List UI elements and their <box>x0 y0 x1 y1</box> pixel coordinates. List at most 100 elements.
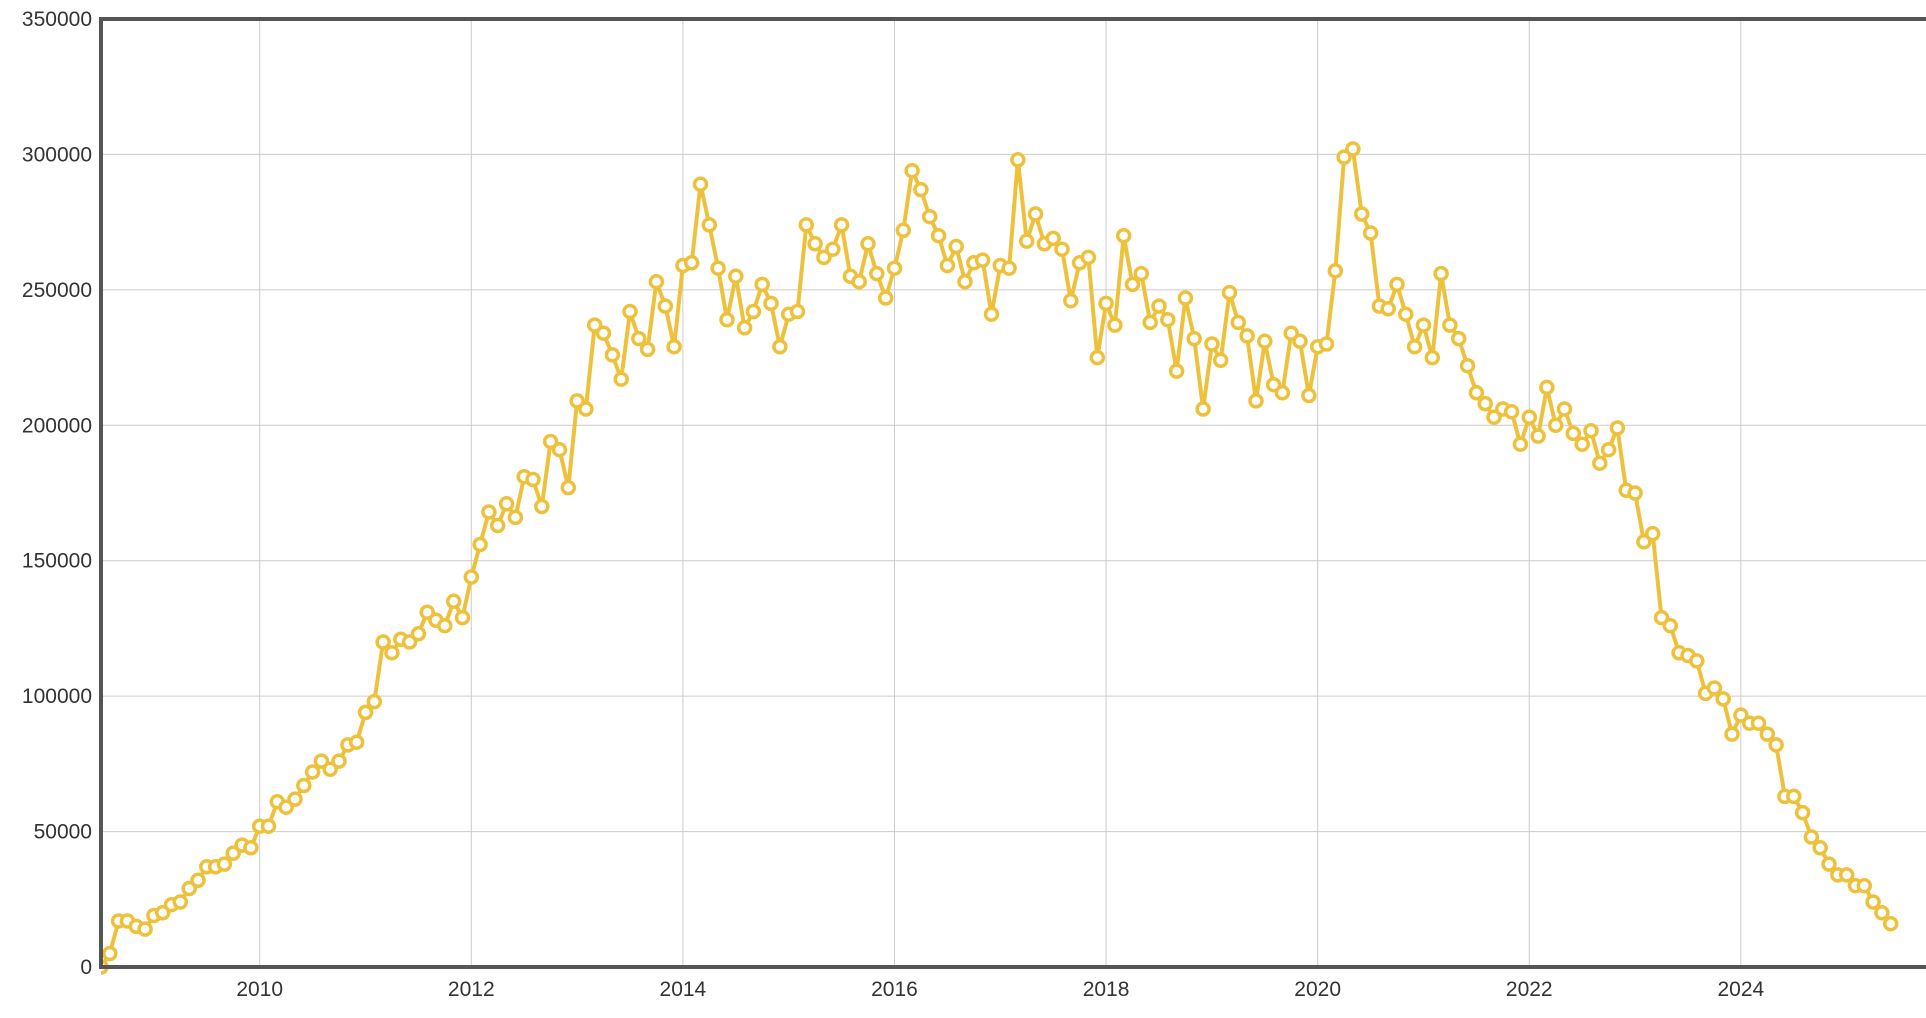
data-point <box>313 753 330 769</box>
data-point <box>1609 420 1626 436</box>
data-point <box>754 276 770 293</box>
data-point <box>560 479 577 496</box>
data-point <box>1521 409 1538 425</box>
data-point <box>225 845 241 861</box>
data-point <box>1547 417 1564 434</box>
data-point <box>137 921 153 937</box>
data-point <box>260 818 277 834</box>
data-point <box>930 227 947 244</box>
data-point <box>348 734 365 750</box>
data-point <box>648 273 665 290</box>
x-tick-label: 2024 <box>1717 978 1764 1001</box>
data-point <box>1838 867 1855 883</box>
data-point <box>454 609 471 626</box>
data-point <box>1248 393 1264 409</box>
data-point <box>851 273 867 290</box>
data-point <box>1874 905 1890 921</box>
y-tick-label: 0 <box>80 956 92 979</box>
data-point <box>243 840 259 856</box>
data-point <box>216 856 233 872</box>
data-point <box>1362 225 1379 241</box>
data-point <box>1115 227 1132 244</box>
data-point <box>463 569 480 585</box>
data-point <box>296 777 312 794</box>
data-point <box>287 791 303 807</box>
data-point <box>1450 330 1467 347</box>
data-point <box>1556 401 1573 417</box>
data-point <box>728 268 744 285</box>
data-point <box>1442 317 1458 333</box>
data-point <box>278 799 294 815</box>
data-point <box>401 634 418 650</box>
data-point <box>190 872 206 889</box>
data-point <box>1151 298 1167 314</box>
data-point <box>1080 249 1097 266</box>
data-point <box>1177 290 1194 306</box>
data-point <box>666 338 682 355</box>
data-point <box>1424 349 1441 366</box>
data-point <box>701 217 718 233</box>
data-point <box>1239 328 1255 344</box>
y-tick-label: 250000 <box>22 279 92 302</box>
data-point <box>921 208 938 225</box>
data-point <box>1054 241 1070 257</box>
y-tick-label: 300000 <box>22 143 92 166</box>
data-point <box>1098 295 1114 312</box>
data-point <box>1221 284 1238 301</box>
data-point <box>1477 395 1493 412</box>
data-point <box>983 306 1000 322</box>
data-point <box>957 273 973 290</box>
data-point <box>719 311 735 328</box>
data-point <box>375 634 391 650</box>
data-point <box>322 761 338 778</box>
x-tick-label: 2020 <box>1294 978 1341 1001</box>
data-point <box>807 236 823 252</box>
data-point <box>1882 915 1899 932</box>
data-point <box>1018 233 1035 249</box>
data-point <box>1001 260 1017 276</box>
data-point <box>1459 357 1476 374</box>
data-point <box>657 298 674 314</box>
data-point <box>1565 425 1582 442</box>
data-point <box>913 181 929 198</box>
data-point <box>1600 441 1617 458</box>
data-point <box>692 176 709 192</box>
data-point <box>1794 804 1811 821</box>
data-point <box>551 441 568 458</box>
data-point <box>331 753 347 769</box>
data-point <box>1592 455 1608 471</box>
data-point <box>1204 336 1220 352</box>
data-point <box>1724 726 1740 742</box>
data-point <box>631 330 647 347</box>
data-point <box>534 498 550 515</box>
data-point <box>816 249 832 266</box>
y-axis-tick-labels: 0 50000 100000 150000 200000 250000 300000 3500… <box>22 8 92 979</box>
data-point <box>102 945 118 962</box>
data-point <box>410 626 427 642</box>
data-point <box>181 880 197 897</box>
data-point <box>1345 141 1361 157</box>
data-point <box>939 257 956 274</box>
data-point <box>1045 230 1061 247</box>
data-point <box>1168 363 1185 379</box>
data-point <box>1468 385 1485 401</box>
data-point <box>1398 306 1414 322</box>
data-point <box>1627 485 1643 501</box>
data-point <box>1706 680 1723 696</box>
data-point <box>833 217 850 233</box>
data-point <box>1768 737 1784 753</box>
data-point <box>542 433 559 450</box>
data-point <box>789 303 806 320</box>
data-point <box>1089 349 1106 366</box>
data-point <box>357 704 374 721</box>
data-point <box>622 303 638 320</box>
data-point <box>895 222 912 239</box>
data-point <box>683 255 700 271</box>
data-point <box>578 401 594 417</box>
data-point <box>1530 428 1546 444</box>
data-point <box>1583 422 1599 439</box>
data-point <box>798 217 815 233</box>
y-tick-label: 100000 <box>22 685 92 708</box>
data-point <box>1636 534 1652 550</box>
data-point <box>1133 265 1150 282</box>
